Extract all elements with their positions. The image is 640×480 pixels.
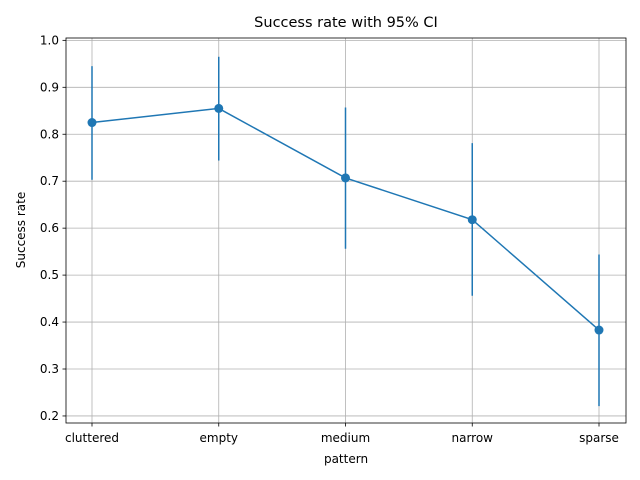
- x-axis-label: pattern: [324, 452, 368, 466]
- plot-frame: [65, 37, 627, 424]
- data-point: [341, 173, 350, 183]
- y-tick-label: 0.7: [40, 174, 59, 188]
- y-tick-label: 0.5: [40, 268, 59, 282]
- data-point: [214, 103, 224, 113]
- y-tick-label: 0.4: [40, 315, 59, 329]
- x-tick-label: sparse: [579, 431, 619, 445]
- y-axis-label: Success rate: [14, 192, 28, 269]
- y-tick-label: 0.9: [40, 80, 59, 94]
- y-tick-label: 0.2: [40, 409, 59, 423]
- data-point: [87, 118, 97, 128]
- x-tick-label: cluttered: [65, 431, 119, 445]
- data-point: [467, 215, 477, 225]
- x-tick-label: medium: [321, 431, 370, 445]
- data-point: [594, 325, 604, 335]
- y-tick-label: 0.8: [40, 127, 59, 141]
- y-tick-label: 0.6: [40, 221, 59, 235]
- chart-title: Success rate with 95% CI: [254, 15, 438, 31]
- series: [87, 56, 604, 407]
- y-tick-label: 0.3: [40, 362, 59, 376]
- x-tick-label: narrow: [451, 431, 493, 445]
- x-tick-label: empty: [200, 431, 239, 445]
- y-tick-label: 1.0: [40, 33, 59, 47]
- axis-ticks: cluttered empty medium narrow sparse 0.2 0.3 0.…: [40, 33, 619, 445]
- grid-lines: [66, 38, 626, 423]
